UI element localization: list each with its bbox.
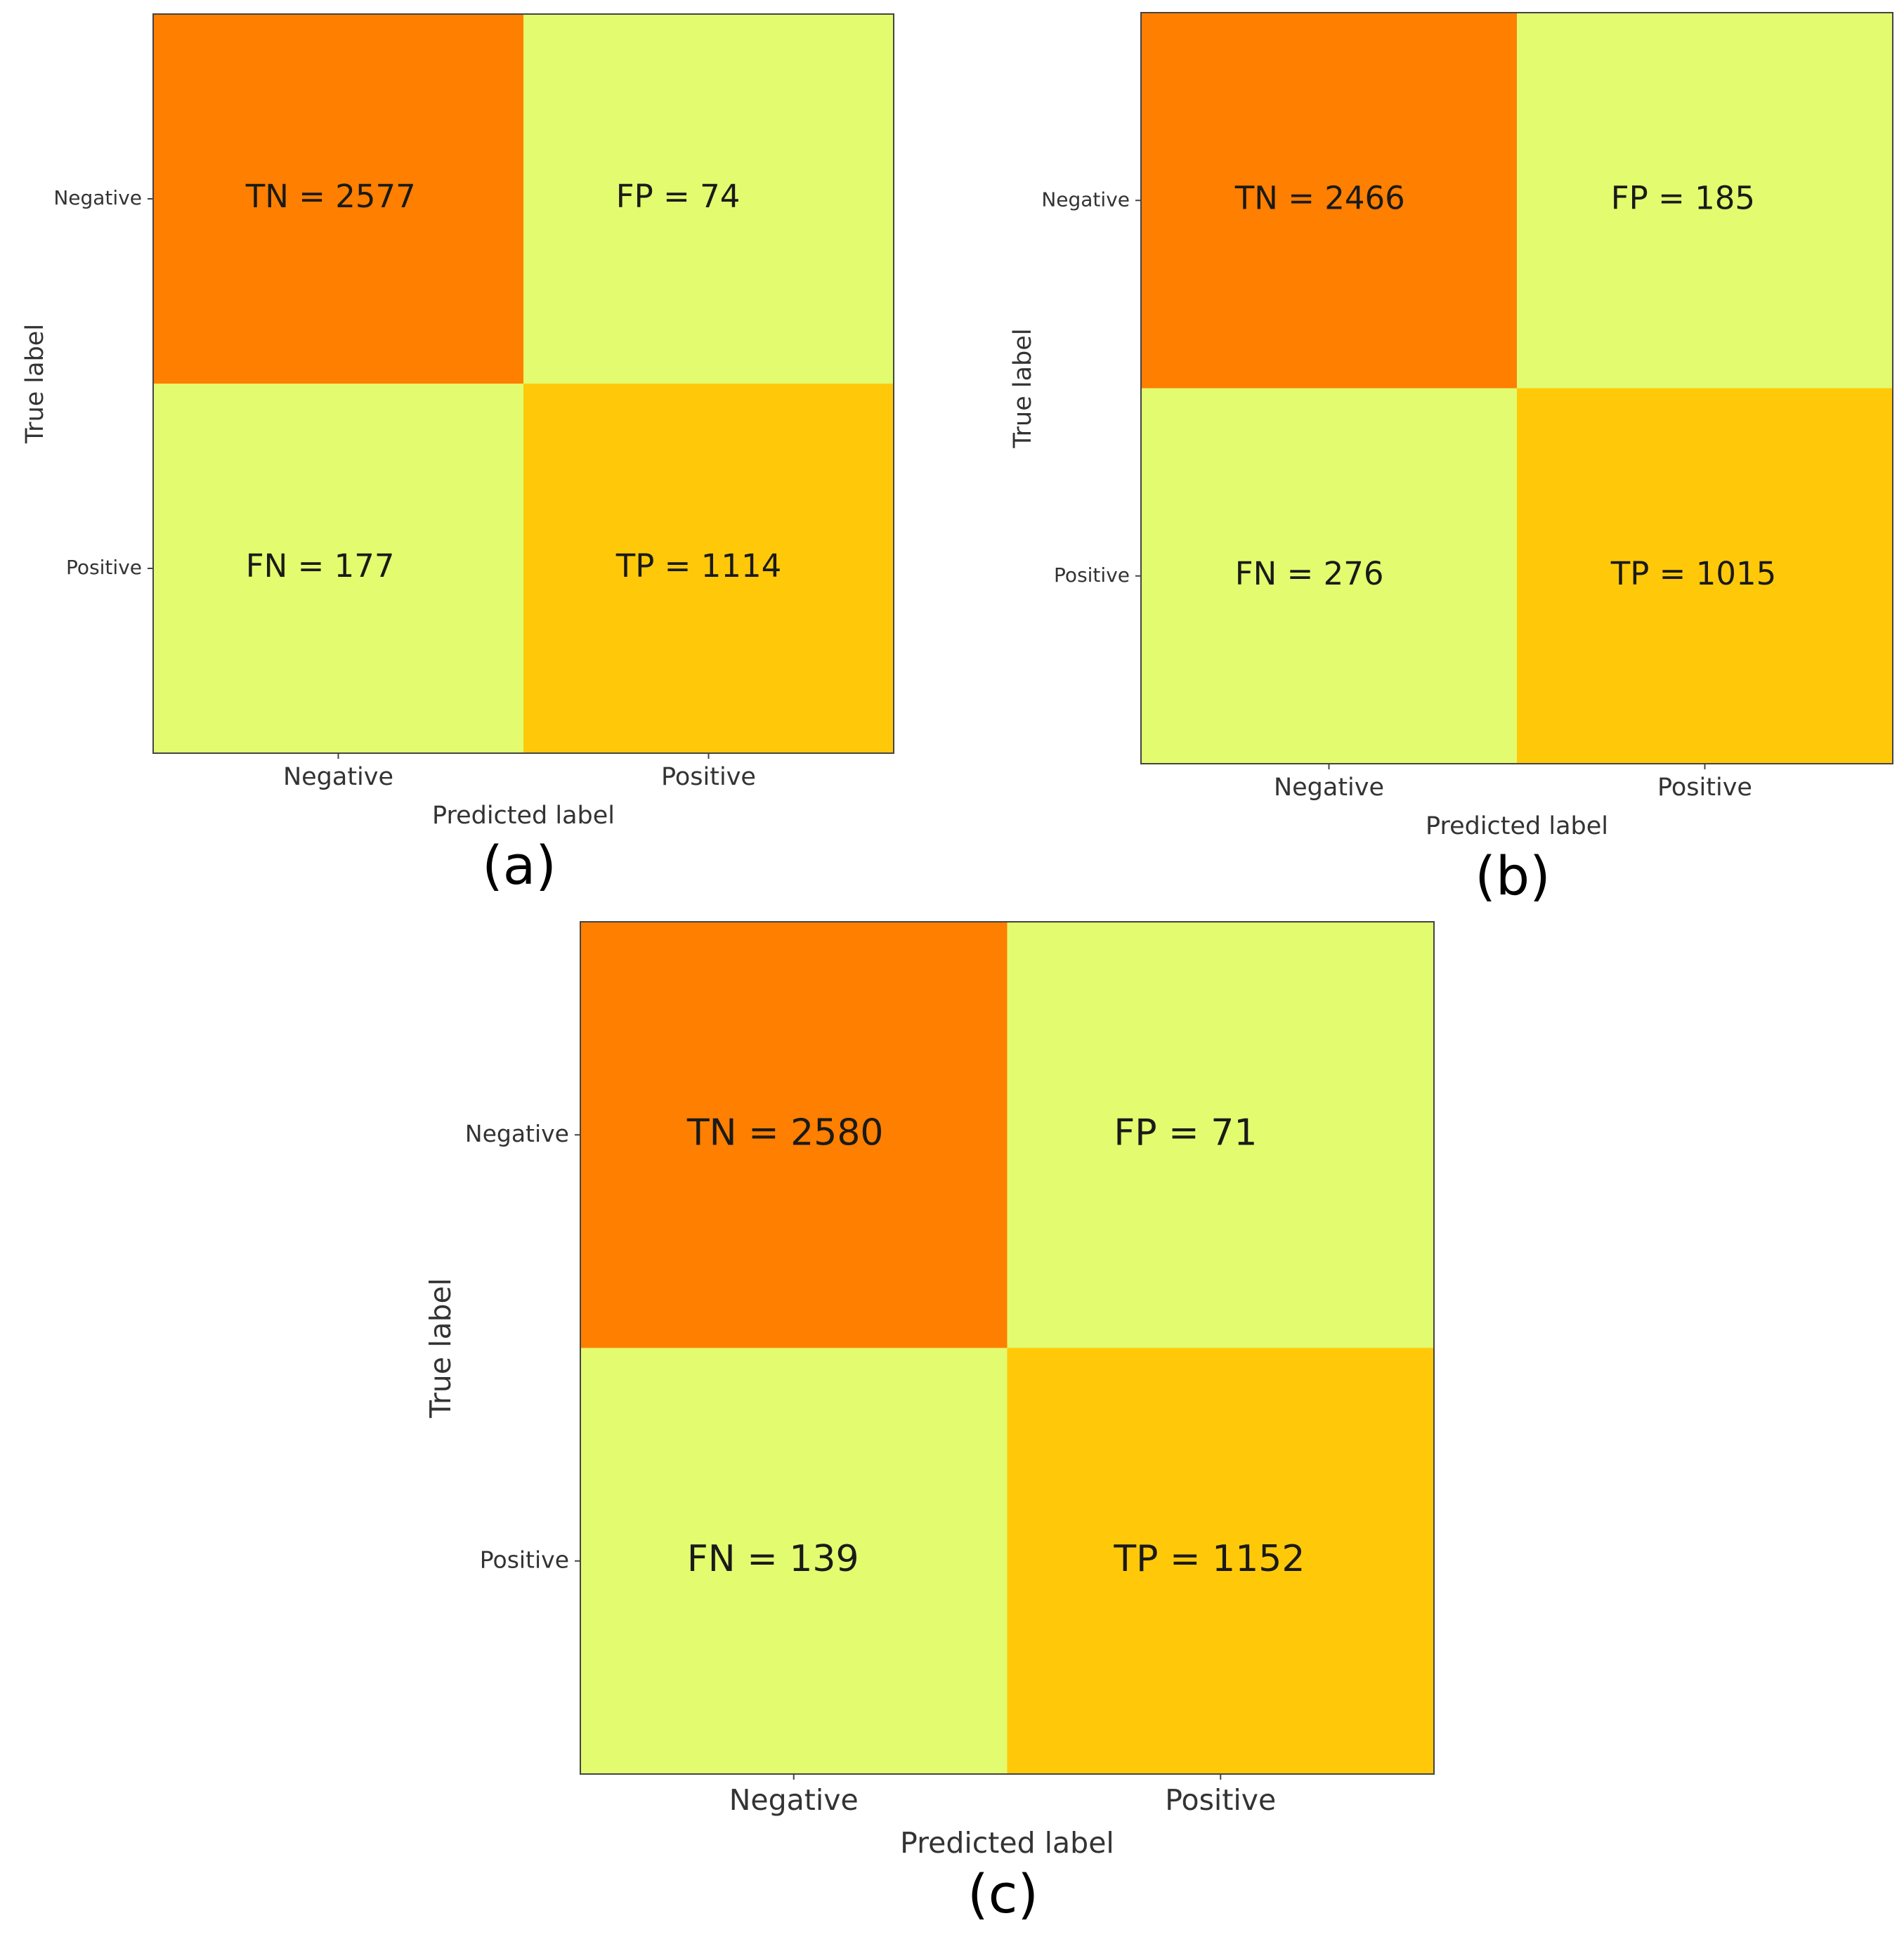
y-tick-label: Negative [1041, 188, 1130, 211]
matrix-cell-1-0 [580, 1348, 1008, 1774]
cell-value-label: FP = 74 [616, 178, 741, 215]
cell-value-label: TN = 2466 [1234, 179, 1405, 216]
matrix-cell-0-1 [523, 14, 894, 384]
cell-value-label: TN = 2577 [245, 178, 416, 215]
y-tick-label: Positive [1054, 563, 1130, 587]
plot-frame [1140, 12, 1893, 764]
cell-value-label: FP = 71 [1114, 1111, 1257, 1154]
matrix-cell-1-1 [1517, 388, 1893, 764]
cell-value-label: FP = 185 [1611, 179, 1755, 216]
matrix-cell-1-0 [1141, 388, 1517, 764]
matrix-cell-0-0 [580, 922, 1008, 1348]
cell-value-label: TP = 1015 [1610, 555, 1776, 592]
cell-value-label: FN = 276 [1235, 555, 1384, 592]
x-tick-label: Positive [661, 763, 756, 791]
matrix-cell-0-0 [153, 14, 523, 384]
x-axis-label: Predicted label [432, 802, 615, 830]
x-tick-label: Negative [283, 763, 393, 791]
x-tick-label: Positive [1165, 1783, 1276, 1817]
x-tick-label: Negative [729, 1783, 859, 1817]
matrix-cell-0-1 [1517, 13, 1893, 389]
matrix-cell-0-1 [1007, 922, 1434, 1348]
y-axis-label: True label [1009, 328, 1037, 448]
panel-caption: (a) [482, 834, 556, 896]
y-axis-label: True label [21, 324, 49, 444]
cell-value-label: FN = 139 [687, 1538, 859, 1580]
matrix-cell-1-0 [153, 384, 523, 753]
panel-caption: (b) [1475, 845, 1551, 907]
panel-caption: (c) [967, 1863, 1038, 1925]
confusion-matrix-3: TN = 2580 FP = 71 FN = 139 TP = 1152 Negativ… [424, 921, 1435, 1925]
plot-frame [152, 13, 894, 754]
y-axis-label: True label [424, 1278, 457, 1419]
cell-value-label: TP = 1152 [1113, 1538, 1305, 1580]
cell-value-label: TP = 1114 [615, 547, 781, 585]
y-tick-label: Negative [465, 1120, 569, 1147]
plot-frame [580, 921, 1435, 1775]
y-tick-label: Positive [66, 556, 142, 579]
cell-value-label: FN = 177 [246, 547, 395, 585]
confusion-matrix-2: TN = 2466 FP = 185 FN = 276 TP = 1015 Negati… [1009, 12, 1893, 907]
x-tick-label: Negative [1274, 774, 1384, 802]
confusion-matrix-1: TN = 2577 FP = 74 FN = 177 TP = 1114 Negativ… [21, 13, 894, 896]
cell-value-label: TN = 2580 [686, 1111, 884, 1154]
x-tick-label: Positive [1657, 774, 1752, 802]
matrix-cell-1-1 [523, 384, 894, 753]
matrix-cell-1-1 [1007, 1348, 1434, 1774]
y-tick-label: Negative [53, 186, 142, 209]
x-axis-label: Predicted label [900, 1826, 1114, 1860]
x-axis-label: Predicted label [1426, 812, 1608, 840]
matrix-cell-0-0 [1141, 13, 1517, 389]
y-tick-label: Positive [480, 1546, 569, 1573]
